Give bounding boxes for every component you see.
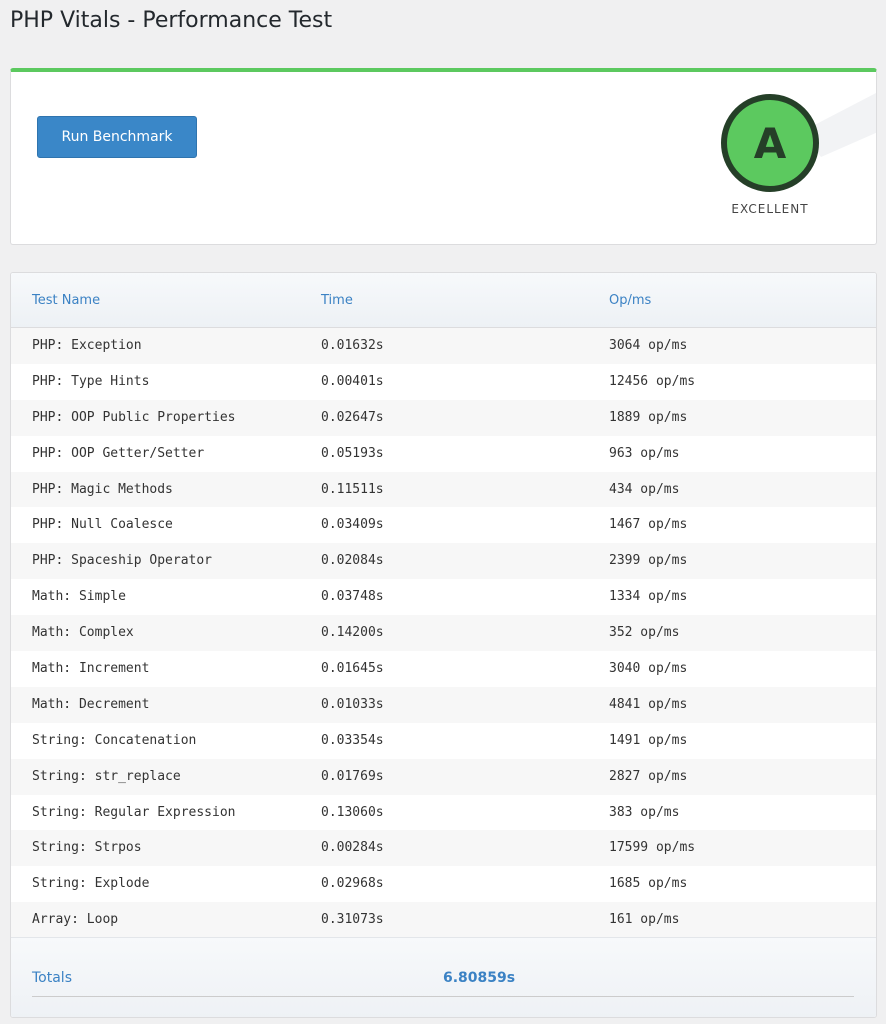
- table-cell: 1889 op/ms: [609, 409, 688, 425]
- column-header: Test Name: [32, 293, 101, 308]
- table-cell: 1334 op/ms: [609, 589, 688, 605]
- table-row: Math: Decrement 0.01033s 4841 op/ms: [11, 686, 876, 723]
- table-cell: 0.14200s: [321, 625, 384, 641]
- table-cell: 0.31073s: [321, 912, 384, 928]
- totals-row: Totals 6.80859s: [11, 937, 876, 1017]
- grade-badge: A: [721, 94, 819, 192]
- totals-label: Totals: [32, 970, 72, 986]
- table-cell: 4841 op/ms: [609, 696, 688, 712]
- benchmark-card: Run Benchmark A EXCELLENT: [10, 68, 877, 245]
- table-row: String: Concatenation 0.03354s 1491 op/ms: [11, 723, 876, 759]
- table-cell: PHP: OOP Public Properties: [32, 409, 236, 425]
- table-cell: 383 op/ms: [609, 804, 680, 820]
- table-cell: PHP: Null Coalesce: [32, 517, 173, 533]
- table-cell: 0.00401s: [321, 373, 384, 389]
- table-cell: 434 op/ms: [609, 481, 680, 497]
- table-cell: 2827 op/ms: [609, 768, 688, 784]
- table-cell: 0.00284s: [321, 840, 384, 856]
- run-benchmark-button[interactable]: Run Benchmark: [37, 116, 197, 158]
- table-cell: PHP: Exception: [32, 338, 142, 353]
- grade-label: EXCELLENT: [731, 202, 809, 216]
- table-row: PHP: Type Hints 0.00401s 12456 op/ms: [11, 364, 876, 400]
- table-cell: 963 op/ms: [609, 445, 680, 461]
- decoration: [801, 93, 876, 157]
- table-cell: 12456 op/ms: [609, 373, 696, 389]
- table-cell: 1467 op/ms: [609, 517, 688, 533]
- table-cell: 3040 op/ms: [609, 661, 688, 677]
- table-cell: PHP: OOP Getter/Setter: [32, 445, 205, 461]
- table-row: Math: Complex 0.14200s 352 op/ms: [11, 615, 876, 652]
- table-cell: PHP: Spaceship Operator: [32, 553, 213, 569]
- table-row: PHP: OOP Getter/Setter 0.05193s 963 op/ms: [11, 436, 876, 472]
- table-cell: String: str_replace: [32, 768, 181, 784]
- table-cell: 161 op/ms: [609, 912, 680, 928]
- table-row: PHP: Spaceship Operator 0.02084s 2399 op/m…: [11, 543, 876, 580]
- results-table: Test Name Time Op/ms PHP: Exception 0.016…: [10, 272, 877, 1018]
- table-cell: 0.02647s: [321, 409, 384, 425]
- table-cell: String: Concatenation: [32, 732, 197, 748]
- table-row: String: Regular Expression 0.13060s 383 op…: [11, 795, 876, 831]
- divider: [32, 996, 854, 997]
- table-cell: 0.03409s: [321, 517, 384, 533]
- table-cell: Math: Increment: [32, 661, 150, 677]
- table-cell: 1491 op/ms: [609, 732, 688, 748]
- table-cell: String: Explode: [32, 876, 150, 892]
- column-header: Time: [321, 293, 353, 308]
- table-row: Math: Simple 0.03748s 1334 op/ms: [11, 579, 876, 615]
- table-row: String: str_replace 0.01769s 2827 op/ms: [11, 758, 876, 795]
- table-row: Array: Loop 0.31073s 161 op/ms: [11, 902, 876, 939]
- table-cell: PHP: Magic Methods: [32, 481, 173, 497]
- table-cell: Array: Loop: [32, 912, 119, 928]
- table-row: String: Explode 0.02968s 1685 op/ms: [11, 866, 876, 902]
- table-cell: 0.02968s: [321, 876, 384, 892]
- table-cell: 0.02084s: [321, 553, 384, 569]
- table-cell: Math: Decrement: [32, 696, 150, 712]
- table-row: Math: Increment 0.01645s 3040 op/ms: [11, 651, 876, 687]
- table-row: PHP: OOP Public Properties 0.02647s 1889 o…: [11, 399, 876, 436]
- table-cell: String: Regular Expression: [32, 804, 236, 820]
- page-title: PHP Vitals - Performance Test: [10, 8, 333, 33]
- table-cell: 0.01632s: [321, 338, 384, 353]
- table-cell: Math: Simple: [32, 589, 126, 605]
- table-row: PHP: Null Coalesce 0.03409s 1467 op/ms: [11, 507, 876, 543]
- table-cell: PHP: Type Hints: [32, 373, 150, 389]
- table-header: Test Name Time Op/ms: [11, 273, 876, 328]
- table-cell: 0.03354s: [321, 732, 384, 748]
- table-cell: 17599 op/ms: [609, 840, 696, 856]
- column-header: Op/ms: [609, 293, 652, 308]
- table-row: PHP: Exception 0.01632s 3064 op/ms: [11, 328, 876, 364]
- table-cell: Math: Complex: [32, 625, 134, 641]
- table-cell: String: Strpos: [32, 840, 142, 856]
- table-row: String: Strpos 0.00284s 17599 op/ms: [11, 830, 876, 867]
- table-body: PHP: Exception 0.01632s 3064 op/ms PHP: Typ…: [11, 328, 876, 939]
- table-cell: 0.01645s: [321, 661, 384, 677]
- table-cell: 0.11511s: [321, 481, 384, 497]
- table-cell: 352 op/ms: [609, 625, 680, 641]
- table-cell: 0.01033s: [321, 696, 384, 712]
- table-cell: 0.13060s: [321, 804, 384, 820]
- totals-value: 6.80859s: [443, 970, 516, 986]
- table-cell: 0.01769s: [321, 768, 384, 784]
- table-cell: 3064 op/ms: [609, 338, 688, 353]
- table-row: PHP: Magic Methods 0.11511s 434 op/ms: [11, 471, 876, 508]
- table-cell: 0.05193s: [321, 445, 384, 461]
- table-cell: 2399 op/ms: [609, 553, 688, 569]
- table-cell: 0.03748s: [321, 589, 384, 605]
- table-cell: 1685 op/ms: [609, 876, 688, 892]
